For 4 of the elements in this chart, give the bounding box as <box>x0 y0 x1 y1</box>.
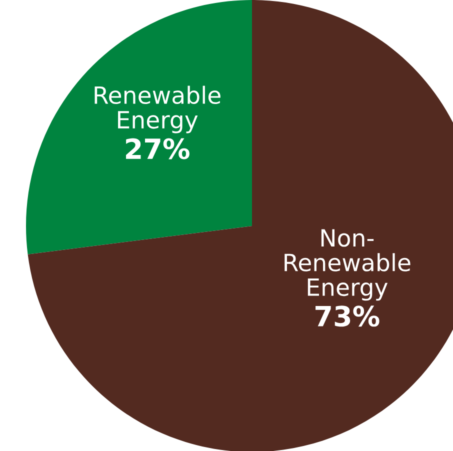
slice-label: Renewable Energy <box>94 86 220 134</box>
data-label: 27% <box>126 138 190 160</box>
data-label: 73% <box>316 306 380 327</box>
slice-label: Non- Renewable Energy <box>284 229 410 301</box>
